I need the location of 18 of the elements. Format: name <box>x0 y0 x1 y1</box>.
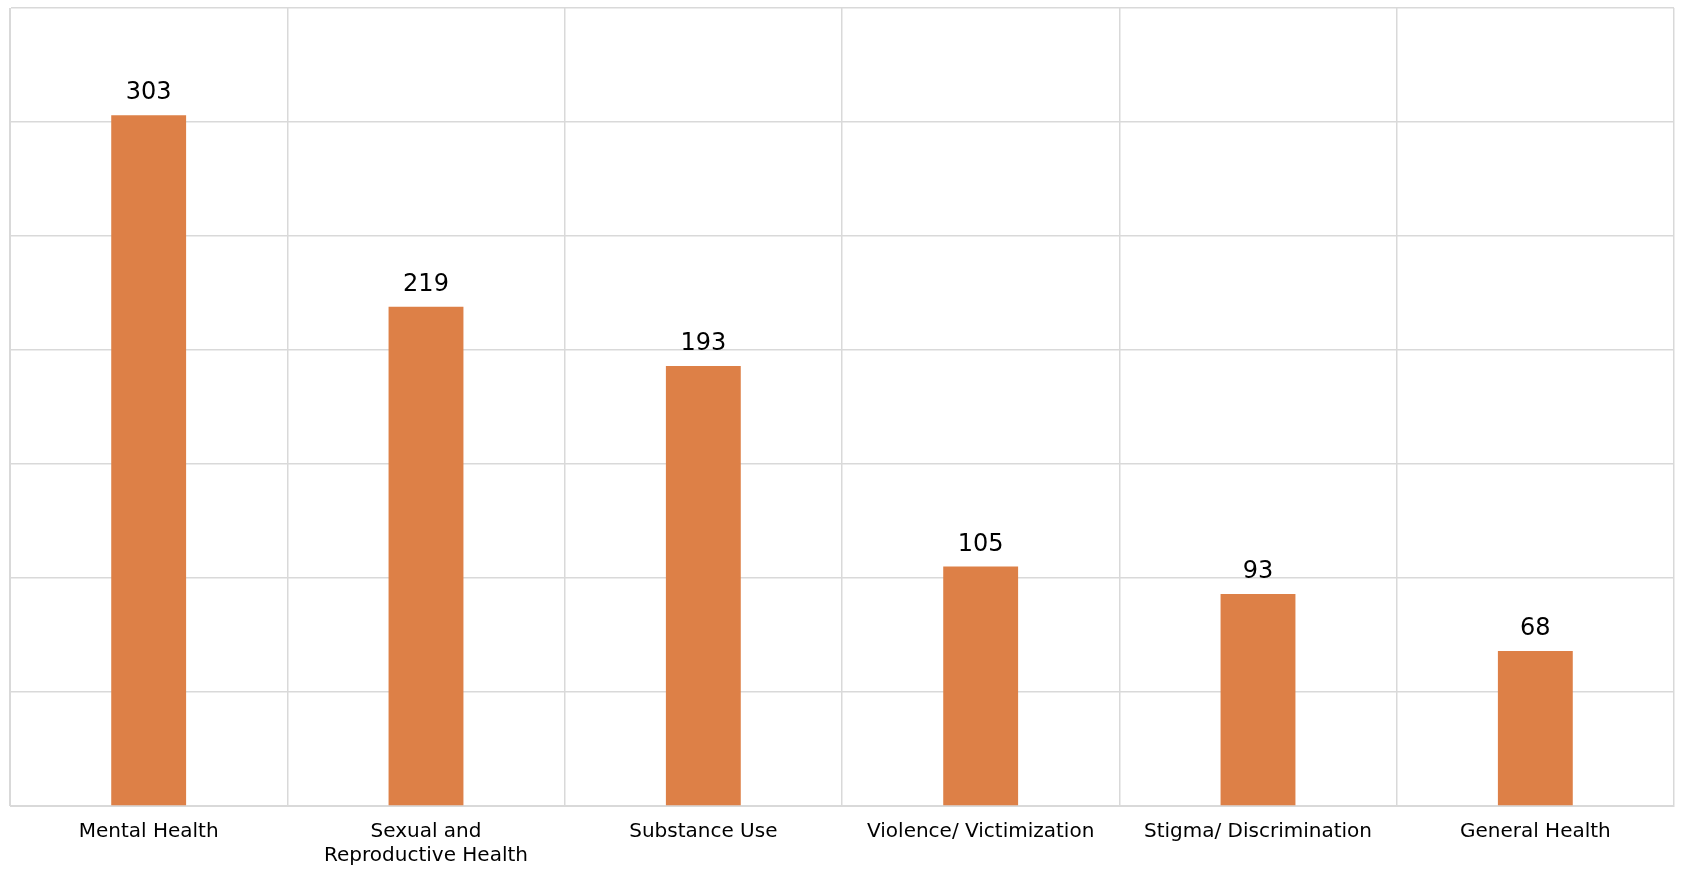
data-label: 93 <box>1242 556 1274 585</box>
x-tick-label: Violence/ Victimization <box>867 818 1095 843</box>
bar <box>111 115 187 806</box>
bar <box>943 566 1019 806</box>
data-label: 303 <box>125 77 172 106</box>
x-tick-label: Stigma/ Discrimination <box>1143 818 1373 843</box>
bar <box>1220 593 1296 806</box>
data-label: 193 <box>680 328 727 357</box>
bar <box>388 306 464 806</box>
bar <box>665 365 741 806</box>
x-tick-label: Sexual and Reproductive Health <box>324 818 528 867</box>
data-label: 219 <box>403 268 449 297</box>
x-tick-label: General Health <box>1459 818 1611 843</box>
bar <box>1497 650 1573 806</box>
data-label: 68 <box>1520 613 1551 642</box>
x-tick-label: Substance Use <box>629 818 778 843</box>
data-label: 105 <box>957 528 1004 557</box>
x-tick-label: Mental Health <box>78 818 219 843</box>
